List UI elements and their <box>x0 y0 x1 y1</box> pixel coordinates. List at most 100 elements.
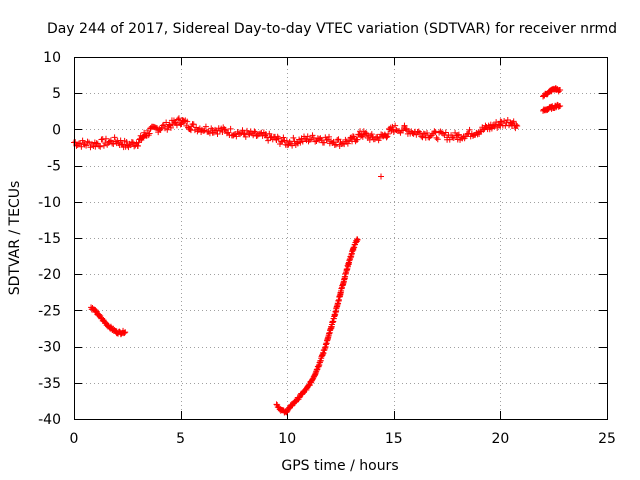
data-point-marker <box>434 136 441 143</box>
data-point-marker <box>239 127 246 134</box>
y-tick-label: -10 <box>38 195 61 211</box>
data-point-marker <box>101 318 108 325</box>
data-point-marker <box>392 122 399 129</box>
data-point-marker <box>134 143 141 150</box>
data-point-marker <box>97 143 104 150</box>
data-point-marker <box>385 130 392 137</box>
data-point-marker <box>389 123 396 130</box>
data-point-marker <box>402 125 409 132</box>
data-point-marker <box>480 126 487 133</box>
data-point-marker <box>510 118 517 125</box>
data-point-marker <box>378 173 385 180</box>
data-point-marker <box>557 86 564 93</box>
data-point-marker <box>86 139 93 146</box>
data-point-marker <box>334 136 341 143</box>
data-point-marker <box>81 141 88 148</box>
data-point-marker <box>312 138 319 145</box>
data-point-marker <box>332 141 339 148</box>
data-point-marker <box>242 133 249 140</box>
data-point-marker <box>466 126 473 133</box>
data-point-marker <box>331 141 338 148</box>
data-point-marker <box>393 127 400 134</box>
y-tick-label: 0 <box>52 122 61 138</box>
x-tick-label: 10 <box>278 431 296 447</box>
data-point-marker <box>163 119 170 126</box>
data-point-marker <box>362 130 369 137</box>
x-tick-label: 20 <box>491 431 509 447</box>
data-point-marker <box>205 128 212 135</box>
data-point-marker <box>424 129 431 136</box>
y-tick-label: -35 <box>38 376 61 392</box>
y-tick-labels: -40 -35 -30 -25 -20 -15 -10 -5 0 5 10 <box>38 50 61 428</box>
data-point-marker <box>299 391 306 398</box>
data-point-marker <box>417 130 424 137</box>
y-tick-label: 10 <box>43 50 61 66</box>
data-point-marker <box>309 132 316 139</box>
x-tick-label: 15 <box>385 431 403 447</box>
data-point-marker <box>121 329 128 336</box>
data-point-marker <box>323 136 330 143</box>
data-point-marker <box>354 136 361 143</box>
x-tick-label: 5 <box>176 431 185 447</box>
data-point-marker <box>376 134 383 141</box>
data-point-marker <box>212 126 219 133</box>
data-point-marker <box>368 131 375 138</box>
y-tick-label: -15 <box>38 231 61 247</box>
y-tick-label: -20 <box>38 267 61 283</box>
y-tick-label: 5 <box>52 86 61 102</box>
data-point-marker <box>266 130 273 137</box>
data-point-marker <box>308 136 315 143</box>
data-point-marker <box>514 123 521 130</box>
data-point-marker <box>433 134 440 141</box>
data-point-marker <box>78 143 85 150</box>
data-point-marker <box>324 136 331 143</box>
data-point-marker <box>202 123 209 130</box>
data-point-marker <box>431 128 438 135</box>
data-point-marker <box>175 115 182 122</box>
chart-title: Day 244 of 2017, Sidereal Day-to-day VTE… <box>47 21 617 37</box>
data-points <box>71 84 564 416</box>
data-point-marker <box>306 136 313 143</box>
data-point-marker <box>354 236 361 243</box>
data-point-marker <box>555 103 562 110</box>
data-point-marker <box>366 136 373 143</box>
x-tick-label: 0 <box>70 431 79 447</box>
data-point-marker <box>187 126 194 133</box>
data-point-marker <box>344 140 351 147</box>
data-point-marker <box>177 121 184 128</box>
data-point-marker <box>275 135 282 142</box>
data-point-marker <box>413 131 420 138</box>
data-point-marker <box>349 133 356 140</box>
data-point-marker <box>117 331 124 338</box>
data-point-marker <box>87 144 94 151</box>
plot-frame <box>74 57 608 420</box>
data-point-marker <box>128 139 135 146</box>
data-point-marker <box>280 134 287 141</box>
y-tick-label: -30 <box>38 340 61 356</box>
data-point-marker <box>227 125 234 132</box>
data-point-marker <box>384 133 391 140</box>
x-tick-labels: 0 5 10 15 20 25 <box>70 431 616 447</box>
data-point-marker <box>290 134 297 141</box>
data-point-marker <box>273 401 280 408</box>
data-point-marker <box>100 142 107 149</box>
data-point-marker <box>201 127 208 134</box>
data-point-marker <box>454 132 461 139</box>
data-point-marker <box>84 138 91 145</box>
data-point-marker <box>111 134 118 141</box>
data-point-marker <box>442 129 449 136</box>
data-point-marker <box>507 119 514 126</box>
data-point-marker <box>93 308 100 315</box>
y-tick-label: -25 <box>38 303 61 319</box>
data-point-marker <box>265 137 272 144</box>
data-point-marker <box>107 137 114 144</box>
x-tick-label: 25 <box>598 431 616 447</box>
data-point-marker <box>122 329 129 336</box>
data-point-marker <box>383 134 390 141</box>
data-point-marker <box>251 128 258 135</box>
data-point-marker <box>304 133 311 140</box>
data-point-marker <box>555 88 562 95</box>
data-point-marker <box>214 130 221 137</box>
data-point-marker <box>508 123 515 130</box>
